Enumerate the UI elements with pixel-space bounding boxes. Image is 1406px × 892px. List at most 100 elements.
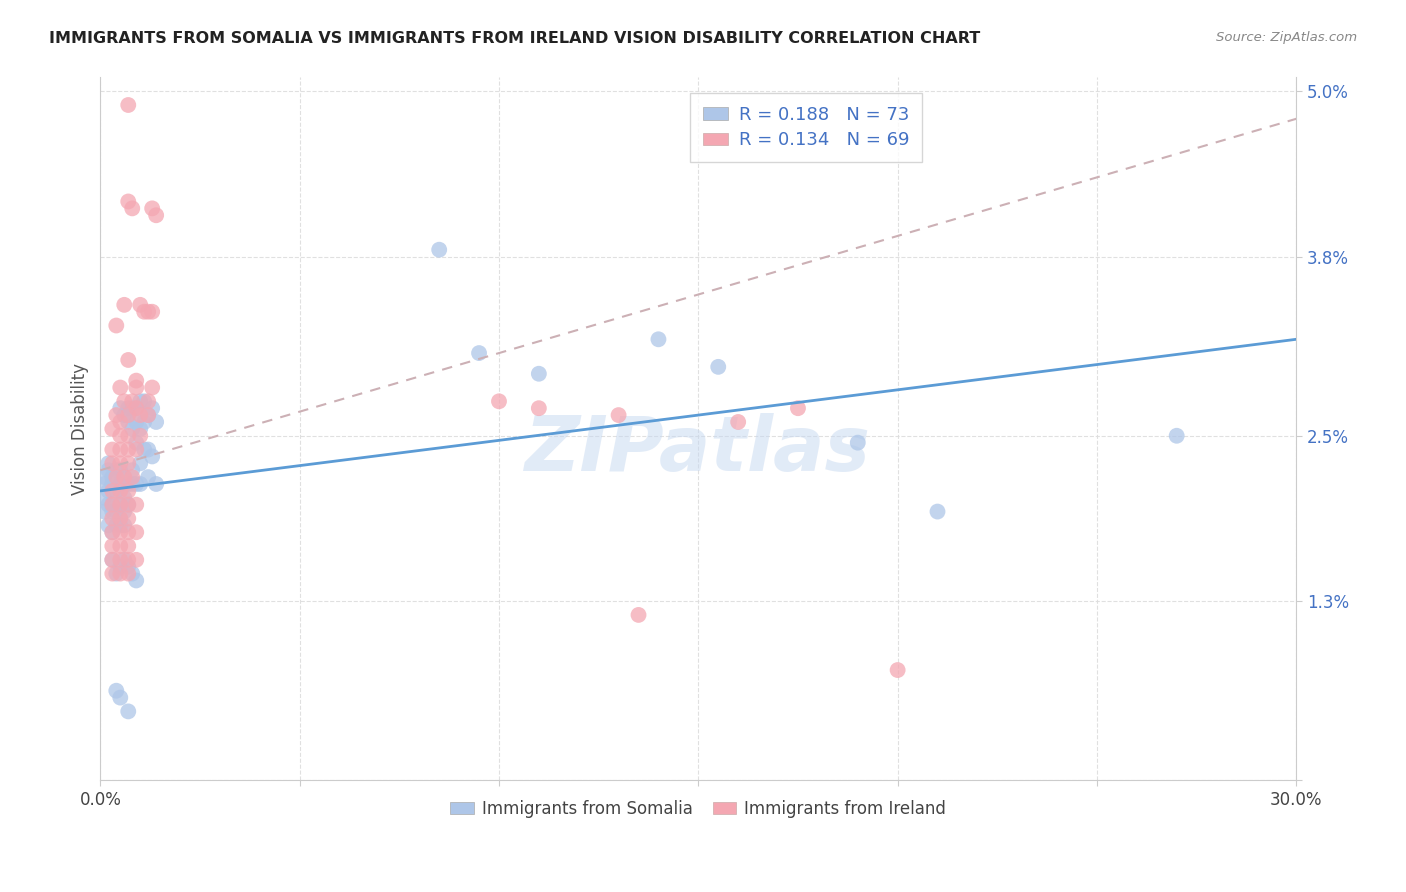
Point bbox=[112, 470, 135, 484]
Point bbox=[129, 298, 152, 312]
Point bbox=[125, 442, 148, 457]
Point bbox=[101, 539, 124, 553]
Point bbox=[101, 525, 124, 540]
Point bbox=[101, 498, 124, 512]
Point bbox=[468, 346, 491, 360]
Point bbox=[141, 401, 163, 416]
Point bbox=[97, 483, 120, 498]
Point bbox=[101, 470, 124, 484]
Point bbox=[125, 525, 148, 540]
Point bbox=[117, 566, 139, 581]
Point bbox=[488, 394, 510, 409]
Point bbox=[1166, 429, 1188, 443]
Point bbox=[101, 553, 124, 567]
Point bbox=[141, 304, 163, 318]
Point bbox=[93, 504, 115, 518]
Point bbox=[117, 408, 139, 422]
Point bbox=[125, 401, 148, 416]
Point bbox=[117, 539, 139, 553]
Point bbox=[112, 553, 135, 567]
Point bbox=[787, 401, 810, 416]
Point bbox=[129, 422, 152, 436]
Point bbox=[136, 442, 159, 457]
Point bbox=[97, 518, 120, 533]
Point bbox=[121, 477, 143, 491]
Point bbox=[125, 374, 148, 388]
Point bbox=[125, 498, 148, 512]
Point bbox=[134, 442, 156, 457]
Point bbox=[117, 511, 139, 525]
Point bbox=[134, 415, 156, 429]
Point bbox=[101, 483, 124, 498]
Point bbox=[110, 553, 132, 567]
Point bbox=[112, 298, 135, 312]
Point bbox=[727, 415, 749, 429]
Point bbox=[110, 511, 132, 525]
Point bbox=[141, 450, 163, 464]
Point bbox=[134, 394, 156, 409]
Point bbox=[93, 491, 115, 505]
Point bbox=[101, 456, 124, 470]
Point bbox=[110, 415, 132, 429]
Point bbox=[121, 401, 143, 416]
Point bbox=[129, 408, 152, 422]
Point bbox=[134, 304, 156, 318]
Point bbox=[101, 422, 124, 436]
Point bbox=[110, 525, 132, 540]
Point bbox=[117, 553, 139, 567]
Point bbox=[136, 408, 159, 422]
Point bbox=[707, 359, 730, 374]
Point bbox=[125, 477, 148, 491]
Point bbox=[105, 470, 128, 484]
Point bbox=[110, 463, 132, 477]
Point bbox=[105, 463, 128, 477]
Point bbox=[121, 470, 143, 484]
Point bbox=[105, 683, 128, 698]
Point bbox=[117, 456, 139, 470]
Point bbox=[101, 498, 124, 512]
Point bbox=[110, 401, 132, 416]
Point bbox=[117, 559, 139, 574]
Point bbox=[101, 566, 124, 581]
Point bbox=[101, 553, 124, 567]
Point bbox=[121, 463, 143, 477]
Point bbox=[647, 332, 669, 346]
Point bbox=[886, 663, 908, 677]
Point bbox=[927, 504, 949, 518]
Point bbox=[125, 553, 148, 567]
Point bbox=[527, 367, 550, 381]
Point bbox=[136, 408, 159, 422]
Point bbox=[408, 0, 430, 9]
Point bbox=[110, 498, 132, 512]
Point bbox=[129, 477, 152, 491]
Point bbox=[117, 498, 139, 512]
Point bbox=[112, 518, 135, 533]
Point bbox=[145, 415, 167, 429]
Point bbox=[110, 498, 132, 512]
Point bbox=[110, 456, 132, 470]
Point bbox=[105, 408, 128, 422]
Point bbox=[607, 408, 630, 422]
Point bbox=[117, 401, 139, 416]
Point bbox=[117, 483, 139, 498]
Point bbox=[125, 415, 148, 429]
Text: ZIPatlas: ZIPatlas bbox=[526, 413, 872, 487]
Point bbox=[101, 511, 124, 525]
Point bbox=[110, 429, 132, 443]
Point bbox=[136, 394, 159, 409]
Point bbox=[110, 518, 132, 533]
Point bbox=[129, 429, 152, 443]
Point bbox=[110, 690, 132, 705]
Point bbox=[112, 408, 135, 422]
Point bbox=[117, 525, 139, 540]
Point bbox=[117, 98, 139, 112]
Point bbox=[101, 525, 124, 540]
Point bbox=[121, 566, 143, 581]
Point bbox=[110, 559, 132, 574]
Point bbox=[117, 429, 139, 443]
Point bbox=[97, 498, 120, 512]
Point bbox=[527, 401, 550, 416]
Point bbox=[110, 477, 132, 491]
Point bbox=[105, 483, 128, 498]
Point bbox=[125, 435, 148, 450]
